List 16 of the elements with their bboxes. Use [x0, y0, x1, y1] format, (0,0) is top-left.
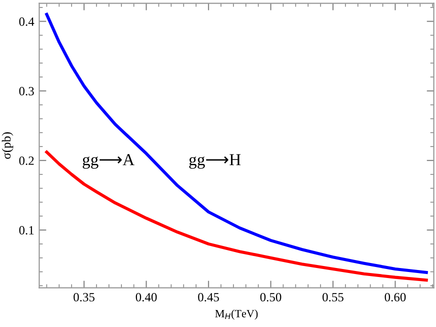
y-tick-label: 0.1	[19, 226, 34, 235]
annotation: gg⟶A	[82, 154, 134, 169]
y-axis-title: σ(pb)	[2, 132, 14, 159]
x-tick-label: 0.60	[384, 292, 406, 302]
line-series	[45, 150, 428, 282]
y-tick-label: 0.4	[19, 17, 34, 26]
y-tick-label: 0.2	[19, 156, 34, 165]
x-tick-label: 0.55	[322, 292, 344, 302]
annotation: gg⟶H	[189, 154, 241, 169]
x-tick-label: 0.50	[260, 292, 282, 302]
x-tick-label: 0.35	[74, 292, 94, 302]
x-tick-label: 0.45	[198, 292, 219, 302]
line-series	[45, 12, 428, 274]
y-tick-label: 0.3	[19, 86, 34, 96]
x-axis-title: M$_{H}$(TeV)	[215, 310, 258, 320]
x-tick-label: 0.40	[136, 292, 157, 302]
